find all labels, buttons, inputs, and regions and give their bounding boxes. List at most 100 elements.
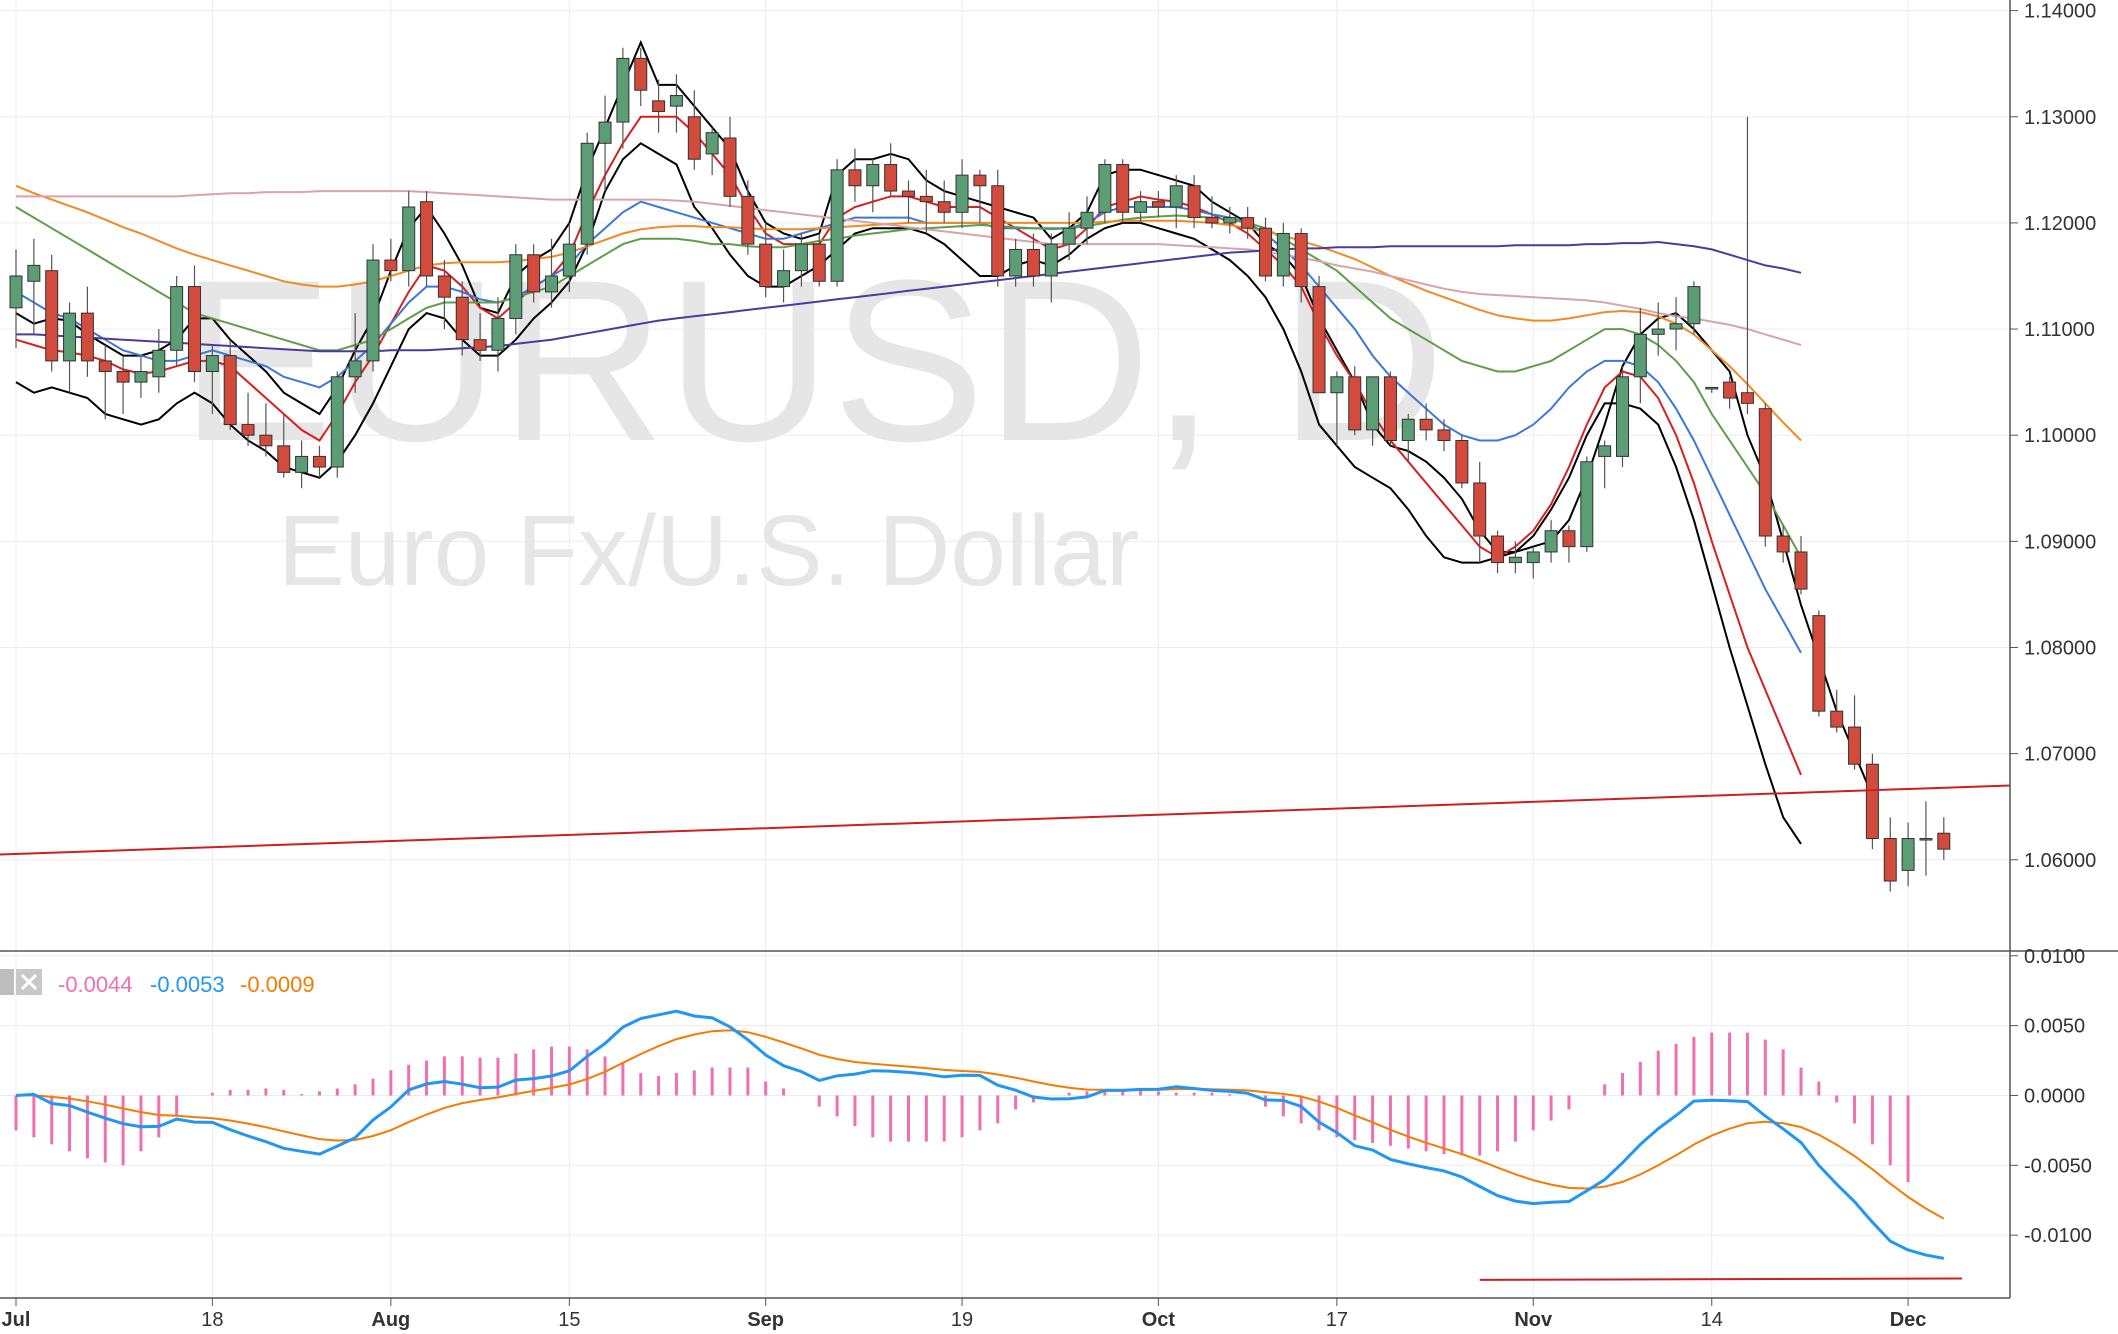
candle-down bbox=[1455, 440, 1469, 484]
candle-down bbox=[384, 259, 398, 272]
candle-down bbox=[1383, 376, 1397, 442]
macd-line-value: -0.0053 bbox=[150, 972, 225, 997]
candle-down bbox=[277, 445, 291, 473]
time-tick-label: Dec bbox=[1890, 1309, 1927, 1331]
candle-down bbox=[116, 371, 130, 383]
candle-down bbox=[1491, 535, 1505, 564]
support-trendline[interactable] bbox=[0, 784, 2011, 856]
macd-legend: -0.0044 -0.0053 -0.0009 bbox=[0, 969, 315, 997]
candle-down bbox=[687, 116, 701, 160]
candle-down bbox=[1562, 530, 1576, 548]
candle-down bbox=[937, 201, 951, 213]
candle-down bbox=[848, 169, 862, 187]
macd-axis[interactable]: 0.0100 0.0050 0.0000 -0.0050 -0.0100 bbox=[2010, 946, 2092, 1247]
price-tick-label: 1.06000 bbox=[2024, 850, 2096, 872]
candle-down bbox=[188, 286, 201, 373]
signal-line bbox=[15, 1029, 1945, 1220]
candle-up bbox=[63, 312, 77, 362]
candle-up bbox=[598, 121, 612, 144]
candle-down bbox=[1312, 286, 1326, 394]
time-tick-label: Nov bbox=[1514, 1309, 1553, 1331]
candle-up bbox=[1598, 445, 1612, 457]
candle-up bbox=[295, 455, 309, 473]
candle-down bbox=[1205, 217, 1219, 224]
candle-down bbox=[991, 185, 1005, 277]
candle-up bbox=[1705, 386, 1719, 390]
candle-up bbox=[777, 270, 791, 288]
time-tick-label: 19 bbox=[951, 1309, 973, 1331]
candle-up bbox=[1687, 286, 1701, 325]
candle-down bbox=[1437, 429, 1451, 442]
candle-down bbox=[741, 195, 755, 245]
time-tick-label: 14 bbox=[1701, 1309, 1723, 1331]
candle-down bbox=[312, 455, 326, 468]
macd-tick-label: 0.0000 bbox=[2024, 1085, 2085, 1107]
candle-up bbox=[794, 243, 808, 272]
support-line bbox=[0, 784, 2011, 856]
time-tick-label: 17 bbox=[1326, 1309, 1348, 1331]
price-axis[interactable]: 1.14000 1.13000 1.12000 1.11000 1.10000 1.090… bbox=[2010, 1, 2096, 872]
candle-down bbox=[1473, 482, 1487, 537]
candle-up bbox=[1134, 201, 1148, 213]
time-axis[interactable]: Jul 18 Aug 15 Sep 19 Oct 17 Nov 14 Dec bbox=[2, 1298, 1927, 1331]
candle-down bbox=[1937, 832, 1951, 850]
candle-up bbox=[348, 360, 362, 378]
pane-frames bbox=[0, 0, 2118, 1299]
candle-down bbox=[902, 190, 915, 197]
candle-up bbox=[9, 275, 23, 309]
candle-up bbox=[1098, 164, 1112, 213]
candle-down bbox=[1865, 763, 1879, 840]
candle-up bbox=[1508, 556, 1522, 564]
candle-down bbox=[420, 201, 434, 277]
macd-histogram-value: -0.0044 bbox=[58, 972, 133, 997]
candle-down bbox=[80, 312, 94, 362]
candle-up bbox=[830, 169, 844, 282]
candle-up bbox=[1223, 217, 1237, 224]
candle-up bbox=[366, 259, 380, 362]
candle-up bbox=[170, 286, 184, 351]
candle-down bbox=[241, 424, 255, 436]
candle-up bbox=[1633, 333, 1647, 378]
candle-up bbox=[545, 275, 558, 293]
candle-up bbox=[1919, 838, 1933, 841]
candle-up bbox=[134, 371, 148, 383]
candle-down bbox=[1151, 201, 1165, 208]
candle-up bbox=[1366, 376, 1380, 431]
time-tick-label: 18 bbox=[201, 1309, 223, 1331]
price-tick-label: 1.10000 bbox=[2024, 425, 2096, 447]
candle-down bbox=[45, 270, 59, 362]
candle-up bbox=[1062, 227, 1076, 245]
candle-up bbox=[1044, 243, 1058, 277]
macd-signal-value: -0.0009 bbox=[240, 972, 315, 997]
candle-up bbox=[1901, 838, 1915, 871]
candle-down bbox=[973, 174, 987, 187]
candle-up bbox=[205, 355, 219, 373]
candle-down bbox=[259, 434, 273, 447]
price-tick-label: 1.13000 bbox=[2024, 107, 2096, 129]
ma-green bbox=[15, 206, 1802, 558]
candle-up bbox=[1526, 551, 1540, 564]
candle-down bbox=[1419, 418, 1433, 431]
candle-up bbox=[562, 243, 576, 277]
settings-button[interactable] bbox=[0, 969, 14, 995]
price-tick-label: 1.07000 bbox=[2024, 744, 2096, 766]
candle-up bbox=[1669, 323, 1683, 330]
candle-down bbox=[723, 137, 737, 197]
candle-up bbox=[955, 174, 969, 213]
candle-up bbox=[616, 57, 630, 123]
candle-up bbox=[1580, 461, 1594, 548]
macd-support-line bbox=[1479, 1277, 1963, 1281]
macd-lines bbox=[15, 1009, 1945, 1260]
candle-down bbox=[437, 275, 451, 298]
candle-down bbox=[1812, 615, 1826, 712]
time-tick-label: Oct bbox=[1142, 1309, 1176, 1331]
candle-down bbox=[1187, 185, 1201, 219]
candle-up bbox=[1169, 185, 1183, 208]
grid bbox=[0, 0, 2010, 1298]
candle-down bbox=[1776, 535, 1790, 553]
macd-trendline[interactable] bbox=[1479, 1277, 1963, 1281]
candle-up bbox=[1009, 248, 1023, 277]
candle-down bbox=[1116, 164, 1130, 213]
